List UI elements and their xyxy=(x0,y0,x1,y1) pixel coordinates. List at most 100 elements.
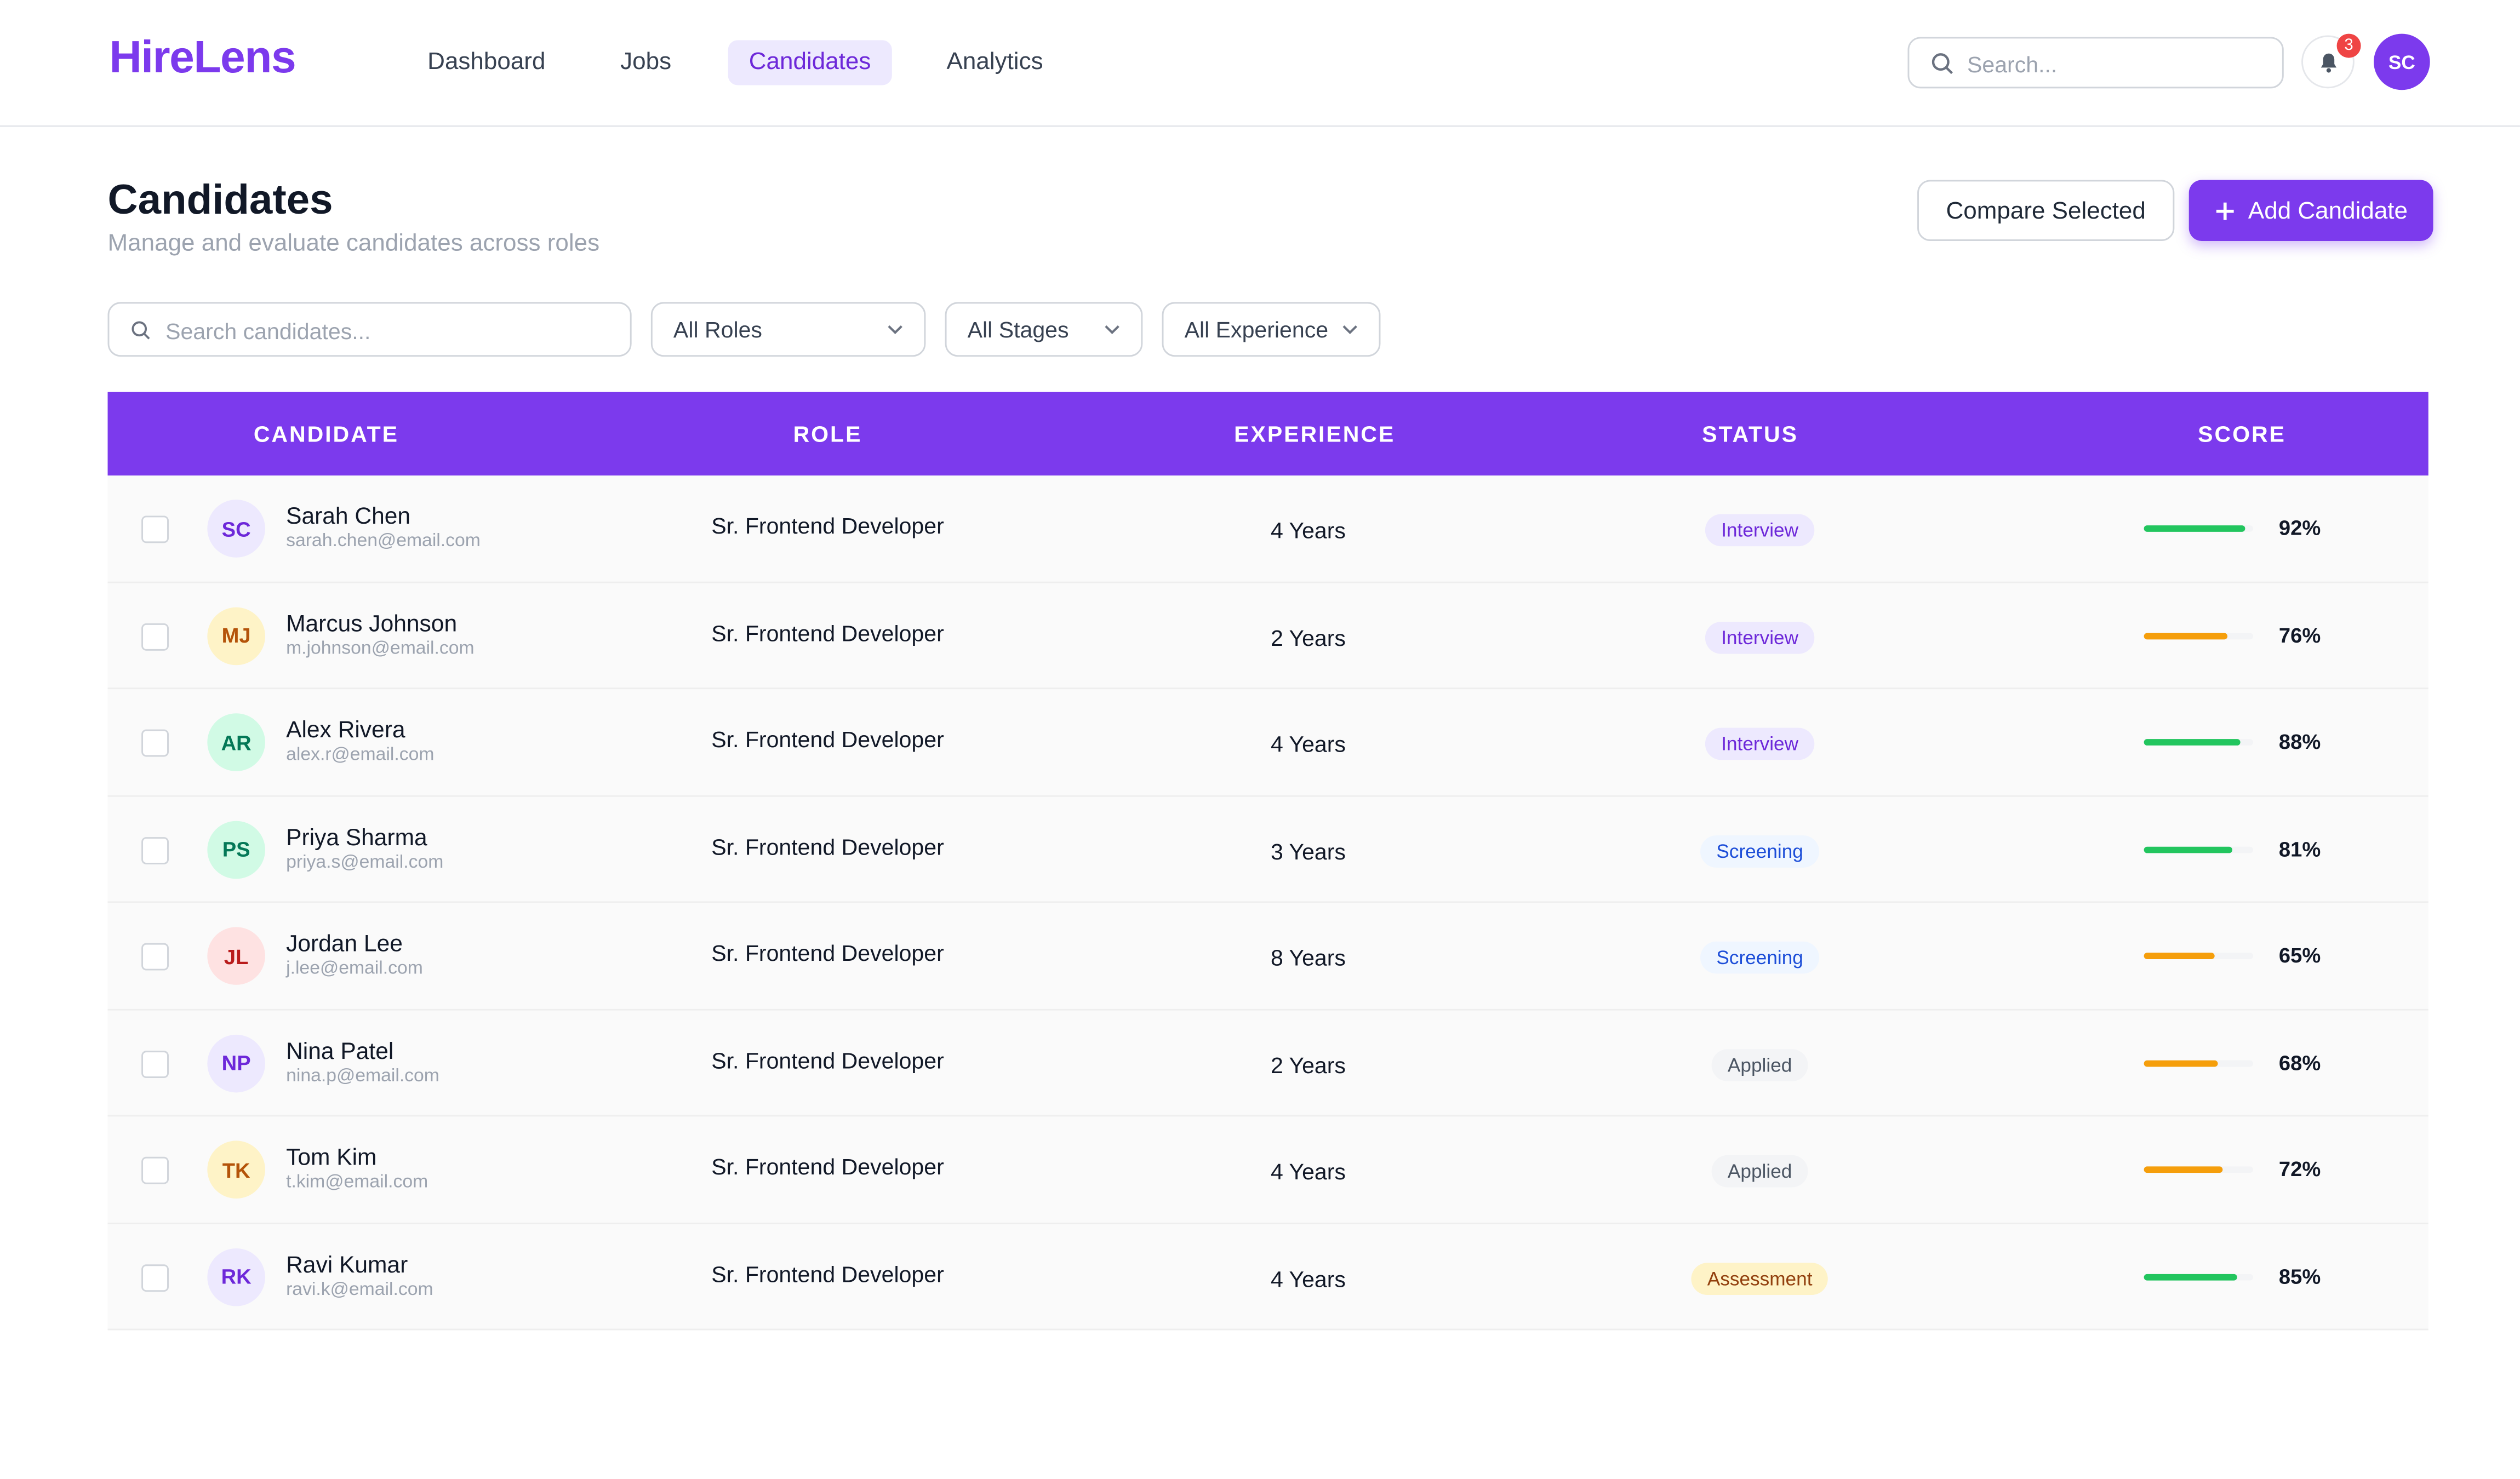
table-row: NP Nina Patel nina.p@email.com Sr. Frontend… xyxy=(107,1010,2428,1117)
global-search[interactable]: Search... xyxy=(1907,37,2284,89)
logo[interactable]: HireLens xyxy=(109,32,296,82)
candidate-email: ravi.k@email.com xyxy=(286,1280,433,1299)
filter-select[interactable]: All Experience xyxy=(1162,302,1381,357)
row-checkbox[interactable] xyxy=(141,515,169,543)
candidate-experience: 8 Years xyxy=(1270,944,1346,971)
score-bar xyxy=(2144,1273,2237,1280)
score-bar xyxy=(2144,1059,2219,1067)
filter-select[interactable]: All Stages xyxy=(945,302,1143,357)
status-badge: Interview xyxy=(1705,514,1815,547)
candidate-experience: 4 Years xyxy=(1270,1158,1346,1184)
score-bar xyxy=(2144,846,2233,852)
candidate-email: m.johnson@email.com xyxy=(286,638,475,658)
candidate-role: Sr. Frontend Developer xyxy=(711,1046,944,1073)
nav-item[interactable]: Analytics xyxy=(946,48,1043,76)
compare-button[interactable]: Compare Selected xyxy=(1917,180,2175,241)
candidate-name[interactable]: Sarah Chen xyxy=(286,504,411,530)
score-bar xyxy=(2144,953,2215,960)
column-header: SCORE xyxy=(2198,421,2286,447)
candidate-avatar: PS xyxy=(207,820,265,878)
row-checkbox[interactable] xyxy=(141,943,169,971)
candidate-role: Sr. Frontend Developer xyxy=(711,833,944,859)
candidate-role: Sr. Frontend Developer xyxy=(711,1153,944,1179)
candidate-name[interactable]: Marcus Johnson xyxy=(286,611,458,637)
notifications-button[interactable]: 3 xyxy=(2301,33,2361,89)
row-checkbox[interactable] xyxy=(141,1263,169,1291)
nav-item[interactable]: Jobs xyxy=(620,48,672,76)
candidate-name[interactable]: Nina Patel xyxy=(286,1039,394,1065)
candidate-role: Sr. Frontend Developer xyxy=(711,512,944,538)
table-row: MJ Marcus Johnson m.johnson@email.com Sr. F… xyxy=(107,582,2428,690)
candidate-avatar: MJ xyxy=(207,606,265,664)
notification-count: 3 xyxy=(2336,33,2361,58)
candidate-experience: 2 Years xyxy=(1270,624,1346,650)
row-checkbox[interactable] xyxy=(141,1156,169,1184)
candidate-role: Sr. Frontend Developer xyxy=(711,619,944,645)
candidate-email: t.kim@email.com xyxy=(286,1173,428,1193)
status-badge: Applied xyxy=(1711,1155,1808,1188)
candidate-name[interactable]: Priya Sharma xyxy=(286,825,427,851)
table-row: AR Alex Rivera alex.r@email.com Sr. Fronten… xyxy=(107,689,2428,796)
chevron-icon xyxy=(1342,325,1357,335)
candidate-avatar: JL xyxy=(207,927,265,985)
column-header: CANDIDATE xyxy=(253,421,399,447)
score-bar xyxy=(2144,1166,2223,1173)
search-icon xyxy=(1932,53,1953,74)
score-label: 65% xyxy=(2278,943,2321,967)
score-label: 72% xyxy=(2278,1156,2321,1181)
score-label: 81% xyxy=(2278,836,2321,861)
button-label: Compare Selected xyxy=(1946,197,2146,225)
candidate-search[interactable]: Search candidates... xyxy=(107,302,632,357)
status-badge: Assessment xyxy=(1691,1262,1828,1294)
candidate-name[interactable]: Tom Kim xyxy=(286,1145,377,1172)
score-label: 85% xyxy=(2278,1263,2321,1288)
status-badge: Interview xyxy=(1705,621,1815,653)
search-placeholder: Search... xyxy=(1967,51,2058,77)
candidate-email: sarah.chen@email.com xyxy=(286,531,481,552)
score-label: 76% xyxy=(2278,622,2321,647)
chevron-icon xyxy=(888,325,902,335)
bell-icon xyxy=(2320,53,2336,72)
nav-item[interactable]: Candidates xyxy=(728,40,892,85)
candidate-experience: 3 Years xyxy=(1270,838,1346,864)
chevron-icon xyxy=(1105,325,1119,335)
add-candidate-button[interactable]: Add Candidate xyxy=(2188,180,2433,241)
row-checkbox[interactable] xyxy=(141,836,169,864)
candidate-email: j.lee@email.com xyxy=(286,959,423,979)
candidate-name[interactable]: Alex Rivera xyxy=(286,718,405,744)
column-header: ROLE xyxy=(793,421,862,447)
button-label: Add Candidate xyxy=(2248,197,2408,225)
candidate-experience: 2 Years xyxy=(1270,1051,1346,1077)
table-header xyxy=(107,392,2428,476)
plus-icon xyxy=(2216,202,2234,220)
candidate-email: priya.s@email.com xyxy=(286,852,444,872)
row-checkbox[interactable] xyxy=(141,622,169,650)
page-title: Candidates xyxy=(107,175,333,223)
select-label: All Roles xyxy=(673,316,762,342)
candidate-avatar: NP xyxy=(207,1034,265,1092)
candidate-role: Sr. Frontend Developer xyxy=(711,1260,944,1286)
score-bar xyxy=(2144,525,2245,532)
row-checkbox[interactable] xyxy=(141,1050,169,1077)
user-avatar[interactable]: SC xyxy=(2374,33,2430,90)
score-label: 88% xyxy=(2278,729,2321,754)
page-subtitle: Manage and evaluate candidates across ro… xyxy=(107,230,600,257)
status-badge: Screening xyxy=(1700,941,1820,974)
status-badge: Applied xyxy=(1711,1048,1808,1081)
table-row: JL Jordan Lee j.lee@email.com Sr. Frontend … xyxy=(107,903,2428,1010)
status-badge: Screening xyxy=(1700,834,1820,867)
search-placeholder: Search candidates... xyxy=(165,318,371,344)
select-label: All Experience xyxy=(1184,316,1329,342)
nav-item[interactable]: Dashboard xyxy=(427,48,546,76)
row-checkbox[interactable] xyxy=(141,729,169,757)
candidate-name[interactable]: Ravi Kumar xyxy=(286,1252,408,1279)
select-label: All Stages xyxy=(967,316,1069,342)
table-row: SC Sarah Chen sarah.chen@email.com Sr. Fron… xyxy=(107,475,2428,583)
candidate-experience: 4 Years xyxy=(1270,731,1346,757)
candidate-avatar: TK xyxy=(207,1140,265,1199)
score-label: 68% xyxy=(2278,1050,2321,1074)
status-badge: Interview xyxy=(1705,727,1815,760)
candidate-name[interactable]: Jordan Lee xyxy=(286,932,403,958)
filter-select[interactable]: All Roles xyxy=(650,302,926,357)
